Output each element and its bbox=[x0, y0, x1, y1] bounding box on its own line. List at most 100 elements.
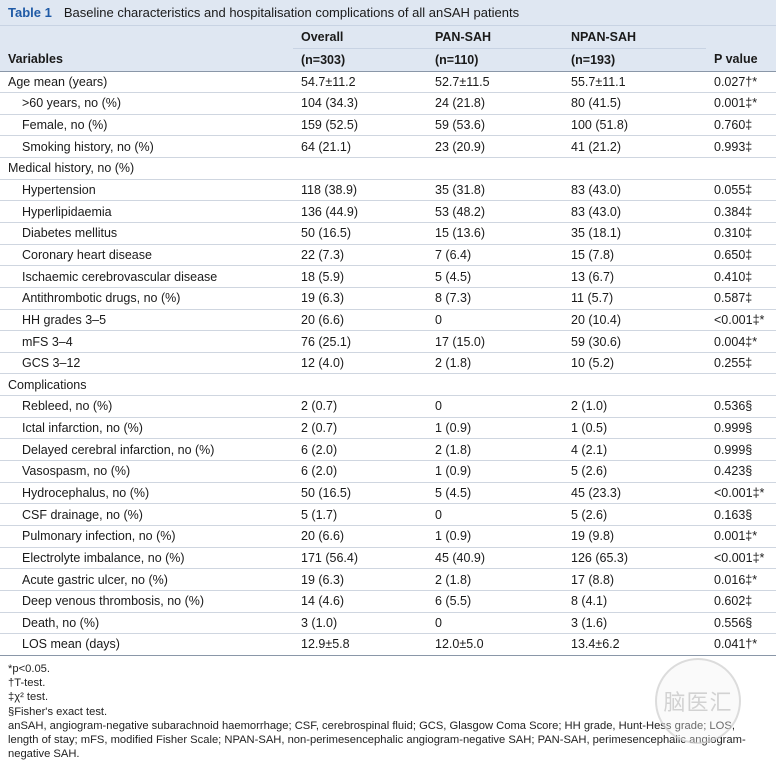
cell-npan: 15 (7.8) bbox=[563, 244, 706, 267]
table-row: HH grades 3–5 20 (6.6) 0 20 (10.4) <0.001‡* bbox=[0, 309, 776, 332]
cell-overall: 76 (25.1) bbox=[293, 330, 427, 353]
data-table: Overall PAN-SAH NPAN-SAH Variables (n=30… bbox=[0, 26, 776, 656]
row-label: Smoking history, no (%) bbox=[0, 135, 293, 159]
row-label: Diabetes mellitus bbox=[0, 222, 293, 245]
cell-overall bbox=[293, 373, 427, 397]
row-label: Hypertension bbox=[0, 179, 293, 202]
cell-pan: 35 (31.8) bbox=[427, 179, 563, 202]
cell-overall: 50 (16.5) bbox=[293, 482, 427, 505]
row-label: GCS 3–12 bbox=[0, 352, 293, 375]
cell-overall: 136 (44.9) bbox=[293, 200, 427, 223]
watermark-logo: 脑医汇 bbox=[655, 658, 741, 744]
row-label: HH grades 3–5 bbox=[0, 309, 293, 332]
table-row: Coronary heart disease 22 (7.3) 7 (6.4) 15 … bbox=[0, 244, 776, 267]
row-label: Ischaemic cerebrovascular disease bbox=[0, 265, 293, 288]
cell-pan: 0 bbox=[427, 395, 563, 418]
row-label: Female, no (%) bbox=[0, 114, 293, 137]
table-row: LOS mean (days) 12.9±5.8 12.0±5.0 13.4±6.2 0… bbox=[0, 633, 776, 656]
table-row: Rebleed, no (%) 2 (0.7) 0 2 (1.0) 0.536§ bbox=[0, 395, 776, 418]
section-row: Medical history, no (%) bbox=[0, 157, 776, 180]
table-row: Acute gastric ulcer, no (%) 19 (6.3) 2 (1.… bbox=[0, 568, 776, 591]
cell-npan: 10 (5.2) bbox=[563, 352, 706, 375]
cell-npan: 3 (1.6) bbox=[563, 612, 706, 635]
cell-p-value: <0.001‡* bbox=[706, 309, 776, 332]
cell-p-value: 0.993‡ bbox=[706, 135, 776, 159]
row-label: Deep venous thrombosis, no (%) bbox=[0, 590, 293, 613]
cell-npan: 80 (41.5) bbox=[563, 92, 706, 115]
cell-pan: 24 (21.8) bbox=[427, 92, 563, 115]
cell-p-value: 0.410‡ bbox=[706, 265, 776, 288]
cell-p-value: 0.001‡* bbox=[706, 525, 776, 548]
cell-npan: 45 (23.3) bbox=[563, 482, 706, 505]
header-pan-n: (n=110) bbox=[427, 48, 563, 72]
row-label: CSF drainage, no (%) bbox=[0, 503, 293, 526]
cell-p-value: 0.999§ bbox=[706, 438, 776, 462]
cell-npan: 17 (8.8) bbox=[563, 568, 706, 591]
row-label: Antithrombotic drugs, no (%) bbox=[0, 287, 293, 310]
cell-pan: 59 (53.6) bbox=[427, 114, 563, 137]
cell-pan bbox=[427, 157, 563, 180]
table-row: CSF drainage, no (%) 5 (1.7) 0 5 (2.6) 0.163… bbox=[0, 503, 776, 526]
table-row: Pulmonary infection, no (%) 20 (6.6) 1 (0.… bbox=[0, 525, 776, 548]
table-row: Electrolyte imbalance, no (%) 171 (56.4) 4… bbox=[0, 547, 776, 570]
cell-p-value: 0.760‡ bbox=[706, 114, 776, 137]
footnote: †T-test. bbox=[8, 677, 46, 690]
cell-npan: 11 (5.7) bbox=[563, 287, 706, 310]
cell-p-value: 0.999§ bbox=[706, 417, 776, 440]
footnote-abbreviations: anSAH, angiogram-negative subarachnoid h… bbox=[8, 719, 746, 761]
cell-overall: 50 (16.5) bbox=[293, 222, 427, 245]
header-p-value: P value bbox=[706, 48, 776, 72]
header-variables: Variables bbox=[0, 48, 293, 72]
cell-overall: 2 (0.7) bbox=[293, 417, 427, 440]
cell-npan bbox=[563, 157, 706, 180]
row-label: Hydrocephalus, no (%) bbox=[0, 482, 293, 505]
cell-npan: 59 (30.6) bbox=[563, 330, 706, 353]
cell-overall: 22 (7.3) bbox=[293, 244, 427, 267]
cell-p-value: 0.004‡* bbox=[706, 330, 776, 353]
table-title: Baseline characteristics and hospitalisa… bbox=[63, 5, 520, 20]
cell-p-value: 0.016‡* bbox=[706, 568, 776, 591]
row-label: LOS mean (days) bbox=[0, 633, 293, 656]
watermark-text: 脑医汇 bbox=[663, 690, 733, 715]
cell-pan: 17 (15.0) bbox=[427, 330, 563, 353]
table-row: Hydrocephalus, no (%) 50 (16.5) 5 (4.5) 45 … bbox=[0, 482, 776, 505]
footnote: §Fisher's exact test. bbox=[8, 705, 108, 718]
cell-p-value: 0.602‡ bbox=[706, 590, 776, 613]
cell-p-value: 0.310‡ bbox=[706, 222, 776, 245]
cell-overall: 171 (56.4) bbox=[293, 547, 427, 570]
cell-overall: 20 (6.6) bbox=[293, 525, 427, 548]
row-label: Acute gastric ulcer, no (%) bbox=[0, 568, 293, 591]
cell-overall: 6 (2.0) bbox=[293, 460, 427, 483]
table-row: Ictal infarction, no (%) 2 (0.7) 1 (0.9) 1 … bbox=[0, 417, 776, 440]
row-label: Ictal infarction, no (%) bbox=[0, 417, 293, 440]
cell-pan: 5 (4.5) bbox=[427, 265, 563, 288]
cell-npan: 19 (9.8) bbox=[563, 525, 706, 548]
table-row: Delayed cerebral infarction, no (%) 6 (2.… bbox=[0, 438, 776, 462]
header-pan: PAN-SAH bbox=[427, 26, 563, 49]
header-blank bbox=[0, 26, 293, 48]
cell-p-value: 0.041†* bbox=[706, 633, 776, 656]
cell-overall: 118 (38.9) bbox=[293, 179, 427, 202]
section-row: Complications bbox=[0, 373, 776, 397]
row-label: >60 years, no (%) bbox=[0, 92, 293, 115]
cell-npan: 1 (0.5) bbox=[563, 417, 706, 440]
cell-overall: 19 (6.3) bbox=[293, 287, 427, 310]
cell-overall: 12 (4.0) bbox=[293, 352, 427, 375]
cell-npan: 126 (65.3) bbox=[563, 547, 706, 570]
cell-pan: 53 (48.2) bbox=[427, 200, 563, 223]
cell-p-value: 0.423§ bbox=[706, 460, 776, 483]
row-label: Death, no (%) bbox=[0, 612, 293, 635]
cell-p-value: 0.650‡ bbox=[706, 244, 776, 267]
cell-pan: 0 bbox=[427, 612, 563, 635]
cell-p-value: 0.001‡* bbox=[706, 92, 776, 115]
cell-overall: 6 (2.0) bbox=[293, 438, 427, 462]
cell-pan: 12.0±5.0 bbox=[427, 633, 563, 656]
cell-npan bbox=[563, 373, 706, 397]
cell-overall: 12.9±5.8 bbox=[293, 633, 427, 656]
row-label: mFS 3–4 bbox=[0, 330, 293, 353]
table-row: Ischaemic cerebrovascular disease 18 (5.9… bbox=[0, 265, 776, 288]
row-label: Vasospasm, no (%) bbox=[0, 460, 293, 483]
table-row: Smoking history, no (%) 64 (21.1) 23 (20.9… bbox=[0, 135, 776, 159]
cell-p-value: 0.556§ bbox=[706, 612, 776, 635]
cell-p-value: 0.163§ bbox=[706, 503, 776, 526]
